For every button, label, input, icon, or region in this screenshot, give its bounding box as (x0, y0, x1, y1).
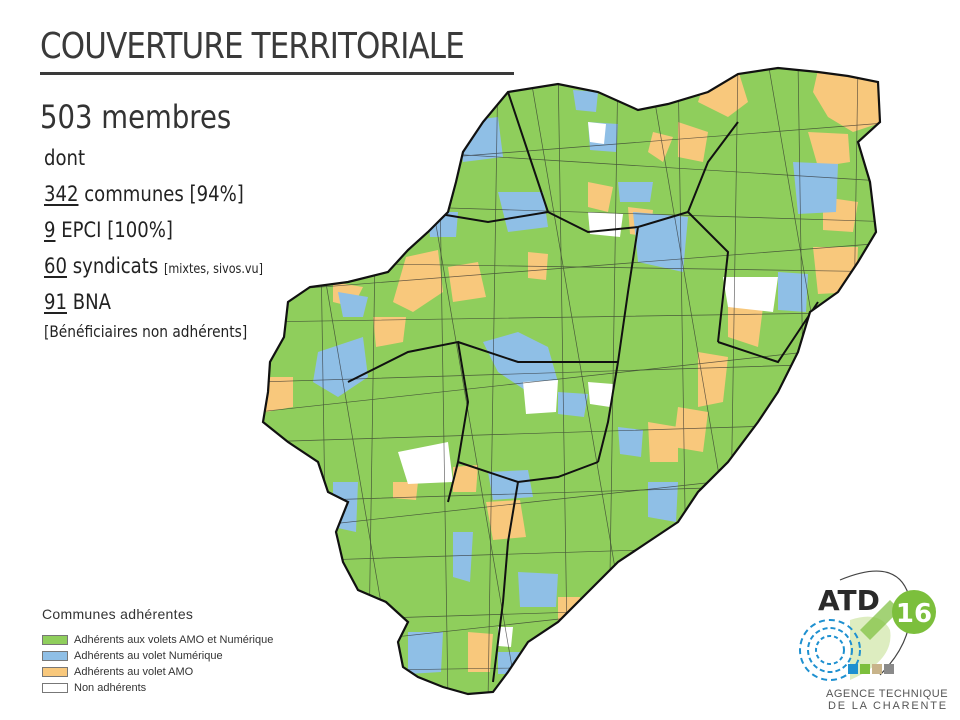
logo-line1: AGENCE TECHNIQUE (826, 688, 949, 700)
stat-bna-text: BNA (66, 290, 111, 314)
legend-item: Adhérents au volet Numérique (42, 648, 273, 664)
legend-label: Adhérents aux volets AMO et Numérique (74, 634, 274, 646)
stat-syndicats-text: syndicats (66, 254, 164, 278)
stat-syndicats-number: 60 (44, 254, 67, 278)
epci-boundaries (347, 91, 819, 683)
legend-item: Adhérents au volet AMO (42, 664, 273, 680)
map-legend: Communes adhérentes Adhérents aux volets… (42, 606, 273, 696)
stat-communes-number: 342 (44, 182, 79, 206)
legend-item: Adhérents aux volets AMO et Numérique (42, 632, 273, 648)
logo-atd-text: ATD (818, 584, 880, 617)
logo-swoosh-icon (799, 570, 912, 681)
stat-epci-number: 9 (44, 218, 56, 242)
charente-map (261, 66, 882, 696)
atd16-logo: ATD 16 (799, 570, 936, 681)
stat-syndicats: 60 syndicats [mixtes, sivos.vu] (44, 252, 263, 288)
non-adherent-zones (398, 82, 778, 647)
stats-list: dont 342 communes [94%] 9 EPCI [100%] 60… (44, 144, 299, 342)
legend-item: Non adhérents (42, 680, 273, 696)
members-count: 503 membres (40, 98, 232, 136)
logo-squares-icon (848, 664, 894, 674)
stat-bna: 91 BNA (44, 288, 263, 324)
stat-epci-text: EPCI [100%] (55, 218, 173, 242)
stat-communes-text: communes [94%] (78, 182, 244, 206)
stat-dont: dont (44, 146, 86, 170)
stat-bna-note: [Bénéficiaires non adhérents] (44, 322, 248, 341)
legend-label: Adhérents au volet Numérique (74, 650, 223, 662)
legend-swatch (42, 635, 68, 645)
legend-swatch (42, 683, 68, 693)
legend-swatch (42, 651, 68, 661)
legend-label: Non adhérents (74, 682, 147, 694)
legend-title: Communes adhérentes (42, 606, 194, 622)
title-underline (40, 72, 514, 75)
stat-syndicats-detail: [mixtes, sivos.vu] (163, 262, 264, 277)
logo-badge (892, 590, 936, 634)
stat-epci: 9 EPCI [100%] (44, 216, 263, 252)
logo-number: 16 (896, 599, 932, 629)
stat-bna-number: 91 (44, 290, 67, 314)
page-title: COUVERTURE TERRITORIALE (40, 26, 465, 67)
legend-swatch (42, 667, 68, 677)
stat-communes: 342 communes [94%] (44, 180, 263, 216)
logo-line2: DE LA CHARENTE (828, 700, 948, 712)
legend-label: Adhérents au volet AMO (74, 666, 194, 678)
commune-boundaries (263, 68, 880, 694)
